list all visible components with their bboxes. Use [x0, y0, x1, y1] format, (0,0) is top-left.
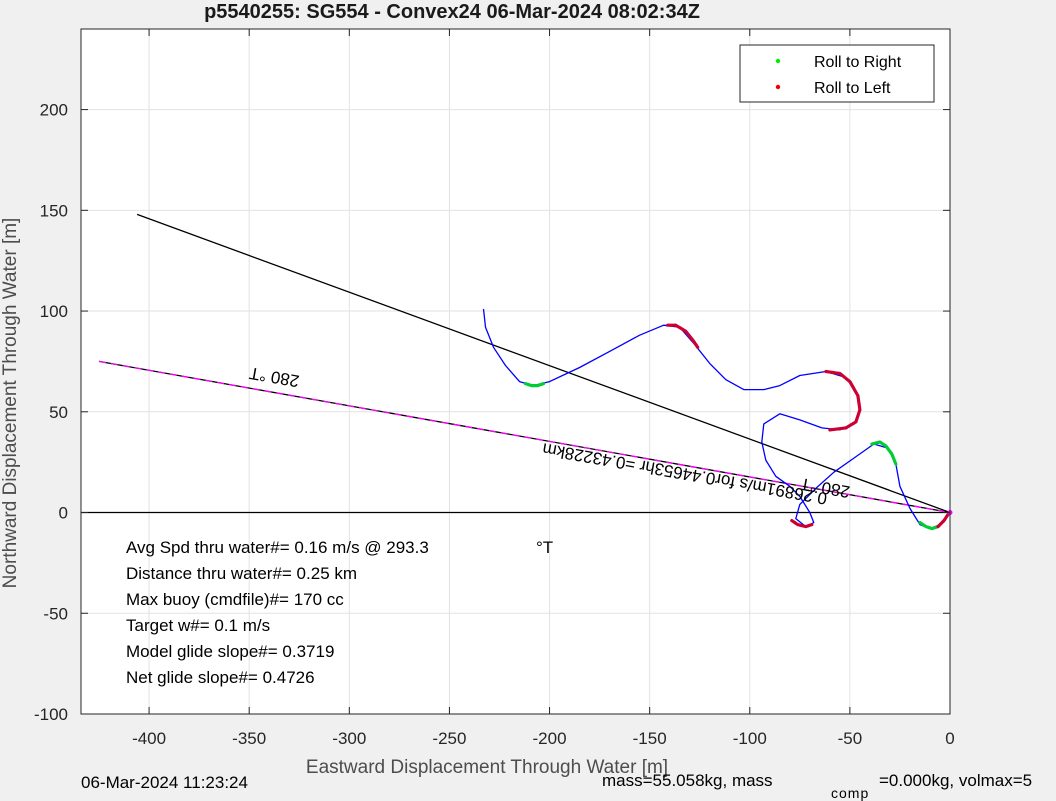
y-tick-label: -100	[34, 705, 68, 724]
footer-timestamp: 06-Mar-2024 11:23:24	[81, 773, 248, 792]
y-tick-labels: -100 -50 0 50 100 150 200	[34, 101, 950, 724]
roll-right-segment	[523, 382, 546, 388]
x-tick-label: -200	[533, 729, 567, 748]
info-line-max-buoy: Max buoy (cmdfile)#= 170 cc	[126, 590, 344, 609]
legend-marker-roll-left	[775, 84, 781, 90]
roll-left-segment	[824, 369, 862, 432]
info-unit-degT: °T	[536, 538, 553, 557]
info-block: Avg Spd thru water#= 0.16 m/s @ 293.3 °T…	[126, 538, 553, 687]
legend-label-roll-left: Roll to Left	[814, 80, 891, 97]
y-tick-label: 200	[40, 101, 68, 120]
roll-left-segment	[666, 323, 700, 349]
series-layer	[81, 213, 953, 531]
x-tick-label: -150	[633, 729, 667, 748]
roll-left-segment	[936, 512, 950, 529]
legend-label-roll-right: Roll to Right	[814, 54, 902, 71]
y-tick-label: 100	[40, 302, 68, 321]
info-line-net-glide: Net glide slope#= 0.4726	[126, 668, 315, 687]
plot-area	[81, 29, 950, 714]
roll-left-segment	[790, 518, 814, 529]
chart-title: p5540255: SG554 - Convex24 06-Mar-2024 0…	[204, 1, 700, 23]
x-tick-label: -100	[733, 729, 767, 748]
y-tick-label: 0	[59, 504, 68, 523]
y-axis-label: Northward Displacement Through Water [m]	[0, 218, 21, 589]
roll-right-segment	[918, 520, 940, 531]
legend-marker-roll-right	[775, 58, 781, 64]
footer-mass-a: mass=55.058kg, mass	[602, 771, 773, 790]
x-tick-label: -250	[432, 729, 466, 748]
info-line-target-w: Target w#= 0.1 m/s	[126, 616, 270, 635]
info-line-distance: Distance thru water#= 0.25 km	[126, 564, 357, 583]
info-line-avg-speed: Avg Spd thru water#= 0.16 m/s @ 293.3	[126, 538, 429, 557]
footer-mass-b: =0.000kg, volmax=5	[879, 771, 1032, 790]
y-tick-label: -50	[43, 604, 68, 623]
x-tick-label: -300	[332, 729, 366, 748]
footer-mass-text: mass=55.058kg, mass	[602, 771, 773, 790]
footer-mass-sub: comp	[831, 785, 869, 801]
x-axis-label: Eastward Displacement Through Water [m]	[306, 757, 668, 778]
axes-frame	[80, 28, 951, 715]
track-line	[482, 308, 951, 530]
legend-box	[739, 44, 935, 103]
info-line-model-glide: Model glide slope#= 0.3719	[126, 642, 334, 661]
current-line-dash	[98, 360, 951, 514]
x-tick-label: -400	[132, 729, 166, 748]
x-tick-labels: -400 -350 -300 -250 -200 -150 -100 -50 0	[132, 29, 955, 748]
y-tick-label: 50	[49, 403, 68, 422]
y-tick-label: 150	[40, 201, 68, 220]
heading-line	[136, 213, 951, 514]
x-tick-label: -350	[232, 729, 266, 748]
legend: Roll to Right Roll to Left	[739, 44, 935, 103]
x-tick-label: 0	[945, 729, 954, 748]
roll-right-segment	[870, 440, 898, 466]
x-tick-label: -50	[838, 729, 863, 748]
